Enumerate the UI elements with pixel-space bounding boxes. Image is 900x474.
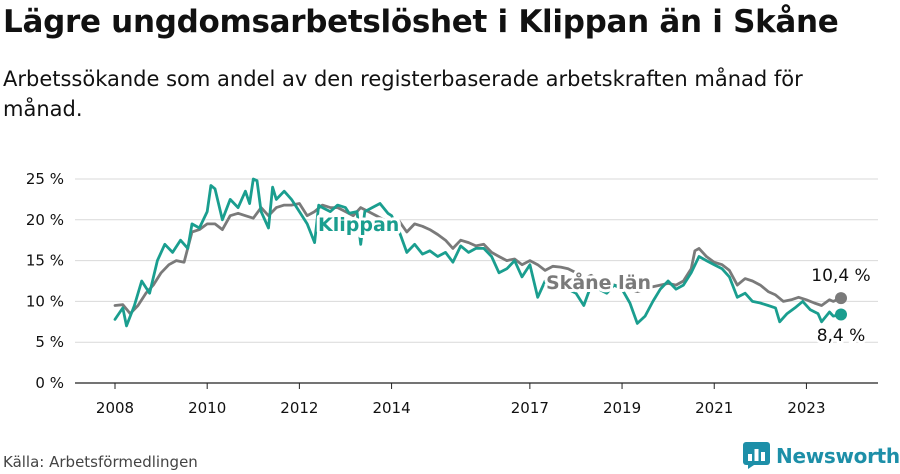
klippan-end-label: 8,4 % <box>817 326 866 346</box>
skane-end-label: 10,4 % <box>811 266 870 286</box>
page-title: Lägre ungdomsarbetslöshet i Klippan än i… <box>3 4 839 40</box>
series-lines <box>113 177 847 328</box>
subtitle: Arbetssökande som andel av den registerb… <box>3 67 803 121</box>
x-axis: 2008 2010 2012 2014 2017 2019 2021 2023 <box>96 383 826 417</box>
x-tick-label: 2017 <box>511 399 549 417</box>
skane-line <box>113 202 843 315</box>
klippan-series-label: Klippan <box>318 214 399 236</box>
x-tick-label: 2012 <box>280 399 318 417</box>
x-tick-label: 2010 <box>188 399 226 417</box>
x-tick-label: 2021 <box>695 399 733 417</box>
y-tick-label: 5 % <box>35 333 64 351</box>
klippan-end-point <box>835 308 847 321</box>
klippan-line <box>113 177 843 328</box>
brand[interactable]: Newsworthy <box>743 442 900 469</box>
brand-name: Newsworthy <box>776 443 900 468</box>
y-tick-label: 0 % <box>35 374 64 392</box>
skane-series-label: Skåne län <box>546 270 651 294</box>
y-tick-label: 15 % <box>26 252 64 270</box>
skane-end-point <box>835 292 847 305</box>
source-note: Källa: Arbetsförmedlingen <box>3 453 198 471</box>
x-tick-label: 2023 <box>787 399 825 417</box>
x-tick-label: 2014 <box>372 399 410 417</box>
y-axis: 0 % 5 % 10 % 15 % 20 % 25 % <box>26 170 64 392</box>
y-tick-label: 20 % <box>26 211 64 229</box>
y-tick-label: 25 % <box>26 170 64 188</box>
x-tick-label: 2019 <box>603 399 641 417</box>
newsworthy-logo-icon <box>743 442 770 469</box>
series-labels: Klippan Skåne län 10,4 % 8,4 % <box>315 211 873 349</box>
y-tick-label: 10 % <box>26 292 64 310</box>
grid-lines <box>75 178 878 384</box>
x-tick-label: 2008 <box>96 399 134 417</box>
